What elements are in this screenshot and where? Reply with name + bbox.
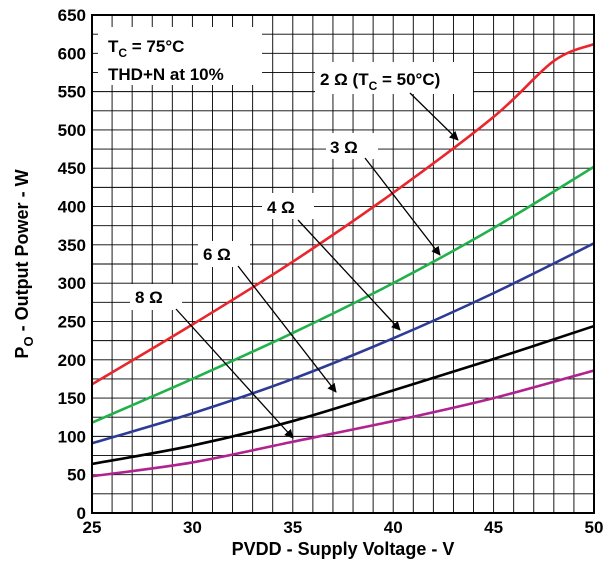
series-labels: 2 Ω (TC = 50°C) 3 Ω 4 Ω 6 Ω 8 Ω xyxy=(130,62,473,439)
y-tick-label: 450 xyxy=(58,159,86,178)
x-tick-label: 30 xyxy=(183,518,202,537)
series-label-4ohm-bg xyxy=(262,193,314,219)
series-label-6ohm-bg xyxy=(198,241,250,267)
plot-frame xyxy=(91,14,595,514)
series-label-6ohm: 6 Ω xyxy=(203,245,231,264)
y-tick-label: 400 xyxy=(58,198,86,217)
condition-temperature: TC = 75°C xyxy=(108,37,184,60)
series-line-4ohm xyxy=(92,242,594,445)
x-tick-label: 40 xyxy=(384,518,403,537)
series-line-8ohm xyxy=(92,369,594,478)
series-arrow-2ohm xyxy=(409,92,459,141)
series-label-2ohm: 2 Ω (TC = 50°C) xyxy=(320,70,440,93)
series-arrow-8ohm xyxy=(175,308,294,439)
series-label-8ohm: 8 Ω xyxy=(135,288,163,307)
x-tick-label: 45 xyxy=(484,518,503,537)
condition-note-box xyxy=(98,27,262,85)
series-label-2ohm-bg xyxy=(315,62,473,94)
series-label-4ohm: 4 Ω xyxy=(267,198,295,217)
series-arrow-6ohm xyxy=(237,265,337,393)
series-lines xyxy=(92,42,594,478)
y-tick-label: 500 xyxy=(58,121,86,140)
x-axis-title: PVDD - Supply Voltage - V xyxy=(232,539,455,559)
y-tick-label: 600 xyxy=(58,44,86,63)
x-tick-labels: 25 30 35 40 45 50 xyxy=(83,518,604,537)
y-tick-labels: 0 50 100 150 200 250 300 350 400 450 500 550 600 650 xyxy=(58,6,86,523)
series-arrow-3ohm xyxy=(364,157,441,256)
series-label-8ohm-bg xyxy=(130,284,182,310)
y-tick-label: 350 xyxy=(58,236,86,255)
x-tick-label: 25 xyxy=(83,518,102,537)
y-tick-label: 300 xyxy=(58,274,86,293)
y-tick-label: 50 xyxy=(67,466,86,485)
y-tick-label: 200 xyxy=(58,351,86,370)
series-arrow-4ohm xyxy=(297,219,401,331)
series-label-3ohm-bg xyxy=(326,133,378,159)
series-line-3ohm xyxy=(92,165,594,424)
y-tick-label: 150 xyxy=(58,389,86,408)
y-tick-label: 100 xyxy=(58,427,86,446)
condition-thd: THD+N at 10% xyxy=(108,65,224,84)
x-tick-label: 50 xyxy=(585,518,604,537)
series-label-3ohm: 3 Ω xyxy=(330,138,358,157)
series-line-2ohm xyxy=(92,42,594,386)
y-tick-label: 550 xyxy=(58,83,86,102)
y-axis-title: PO - Output Power - W xyxy=(12,169,36,358)
x-tick-label: 35 xyxy=(283,518,302,537)
y-tick-label: 250 xyxy=(58,312,86,331)
series-line-6ohm xyxy=(92,324,594,466)
y-tick-label: 0 xyxy=(77,504,86,523)
y-tick-label: 650 xyxy=(58,6,86,25)
